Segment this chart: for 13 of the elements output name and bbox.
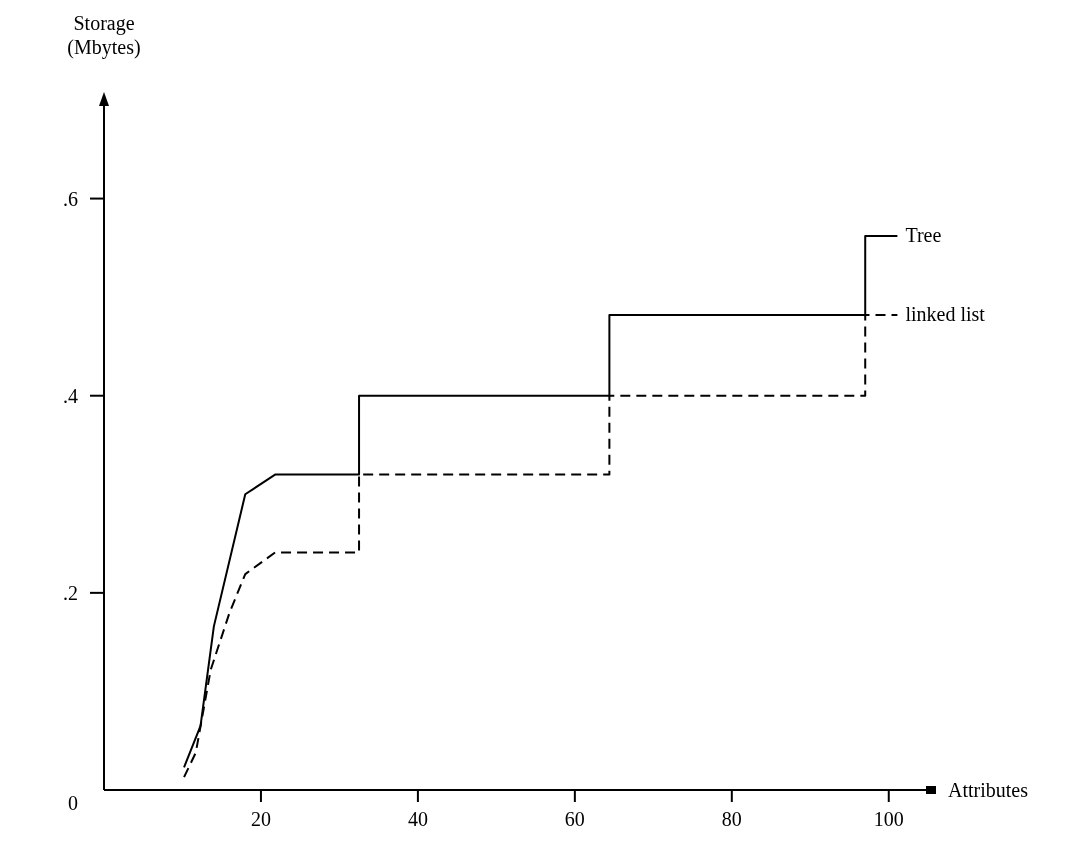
x-tick-label: 20 [250, 808, 271, 830]
x-tick-label: 60 [564, 808, 585, 830]
y-tick-label: .6 [63, 187, 78, 210]
y-tick-label: 0 [68, 792, 78, 814]
y-tick-label: .4 [63, 384, 78, 407]
x-tick-label: 40 [407, 808, 428, 830]
series-label: Tree [905, 224, 942, 247]
x-axis-title: Attributes [948, 779, 1029, 801]
series-label: linked list [905, 302, 986, 325]
x-tick-label: 80 [721, 808, 742, 830]
y-axis-title: Storage (Mbytes) [67, 12, 141, 59]
x-tick-label: 100 [873, 808, 904, 830]
y-tick-label: .2 [63, 581, 78, 604]
